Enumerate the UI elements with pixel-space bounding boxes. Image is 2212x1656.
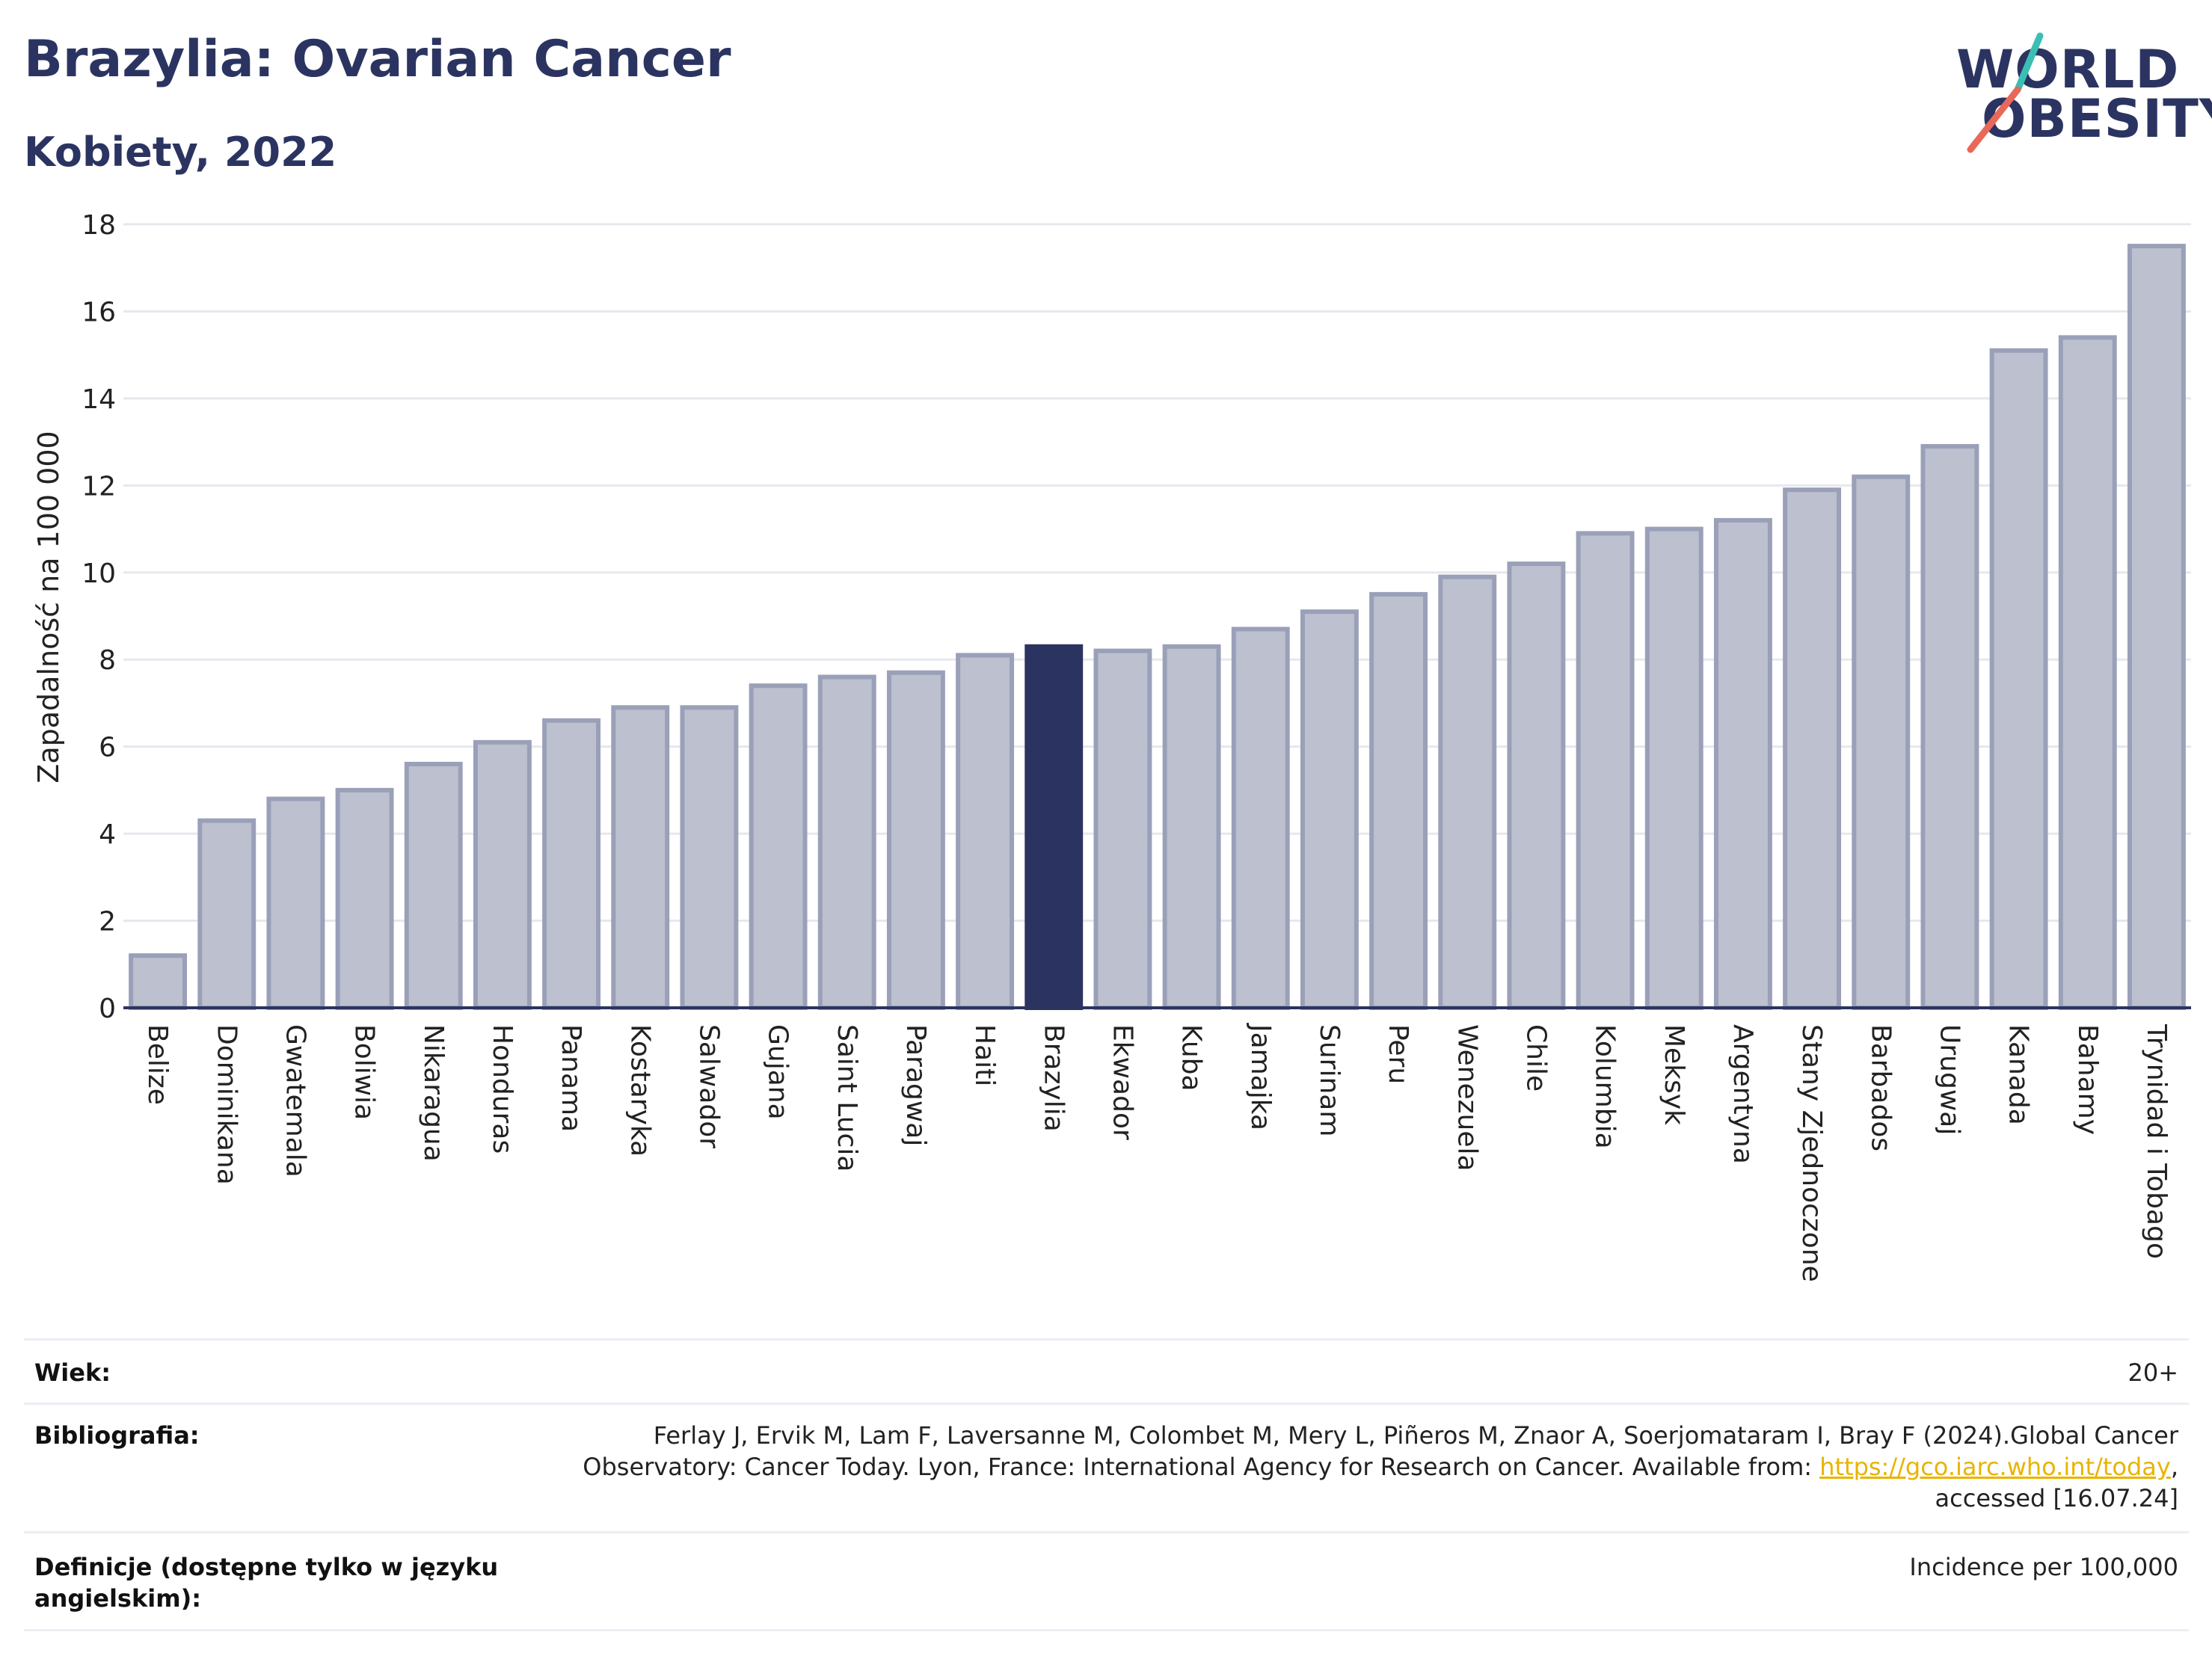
x-tick-label: Meksyk [1659, 1024, 1689, 1125]
bars [129, 244, 2186, 1011]
page-subtitle: Kobiety, 2022 [24, 129, 337, 176]
bar-belize [129, 953, 188, 1010]
bar-salwador [680, 705, 739, 1010]
y-tick-label: 10 [82, 558, 116, 589]
bar-barbados [1852, 474, 1911, 1010]
bar-stany-zjednoczone [1783, 487, 1842, 1010]
definitions-label-line-1: Definicje (dostępne tylko w języku [34, 1553, 499, 1581]
y-tick-label: 12 [82, 471, 116, 502]
page-title: Brazylia: Ovarian Cancer [24, 30, 731, 89]
x-tick-label: Ekwador [1107, 1024, 1137, 1140]
bar-boliwia [335, 787, 394, 1011]
definitions-label-line-2: angielskim): [34, 1584, 201, 1613]
info-row-bibliography: Bibliografia: Ferlay J, Ervik M, Lam F, … [24, 1403, 2189, 1533]
x-tick-label: Kuba [1176, 1024, 1207, 1092]
x-tick-label: Kostaryka [624, 1024, 655, 1157]
x-tick-label: Haiti [969, 1024, 1000, 1086]
x-tick-label: Wenezuela [1451, 1024, 1482, 1172]
y-tick-label: 8 [99, 645, 116, 676]
y-tick-label: 18 [82, 210, 116, 241]
bar-meksyk [1644, 526, 1703, 1010]
bar-gujana [749, 683, 808, 1011]
bar-kolumbia [1576, 531, 1635, 1010]
bar-brazylia [1024, 644, 1084, 1010]
x-tick-label: Jamajka [1245, 1023, 1276, 1130]
bar-gwatemala [266, 796, 325, 1010]
x-tick-label: Chile [1520, 1024, 1551, 1092]
bar-argentyna [1713, 517, 1772, 1010]
bar-kuba [1162, 644, 1221, 1010]
info-row-definitions: Definicje (dostępne tylko w języku angie… [24, 1531, 2189, 1631]
logo-slash-icon [1967, 32, 2044, 153]
bar-kanada [1989, 348, 2048, 1011]
x-tick-label: Gwatemala [280, 1024, 310, 1178]
y-tick-label: 16 [82, 297, 116, 327]
x-tick-label: Belize [142, 1024, 173, 1105]
bar-ekwador [1093, 648, 1152, 1010]
logo-word-world: WORLD [1956, 39, 2180, 100]
x-tick-label: Surinam [1314, 1024, 1345, 1136]
y-tick-labels: 0 2 4 6 8 10 12 14 16 18 [82, 210, 116, 1024]
bibliography-line-2-end: , [2170, 1453, 2178, 1481]
x-tick-labels: Belize Dominikana Gwatemala Boliwia Nikaragu… [142, 1023, 2172, 1282]
x-tick-label: Panama [556, 1024, 586, 1132]
bar-surinam [1300, 609, 1359, 1010]
x-tick-label: Urugwaj [1934, 1024, 1964, 1135]
x-tick-label: Honduras [487, 1024, 517, 1154]
x-tick-label: Paragwaj [900, 1024, 931, 1146]
bar-nikaragua [404, 761, 463, 1010]
x-tick-label: Nikaragua [418, 1024, 449, 1162]
x-tick-label: Stany Zjednoczone [1796, 1024, 1827, 1282]
bar-wenezuela [1438, 574, 1497, 1010]
bar-chart: 0 2 4 6 8 10 12 14 16 18 Belize Dominikana Gwatemal… [32, 210, 2191, 1282]
bibliography-line-3: accessed [16.07.24] [1935, 1484, 2178, 1512]
x-tick-label: Kolumbia [1590, 1024, 1620, 1149]
x-tick-label: Dominikana [211, 1024, 242, 1185]
x-tick-label: Saint Lucia [832, 1024, 862, 1172]
bar-kostaryka [611, 705, 670, 1010]
x-tick-label: Brazylia [1038, 1024, 1069, 1132]
bar-jamajka [1231, 627, 1290, 1010]
bar-dominikana [197, 818, 256, 1010]
y-axis-label: Zapadalność na 100 000 [32, 431, 65, 783]
bar-haiti [956, 653, 1015, 1011]
age-label: Wiek: [34, 1358, 111, 1387]
x-tick-label: Bahamy [2072, 1024, 2103, 1135]
bibliography-label: Bibliografia: [34, 1421, 200, 1450]
bar-honduras [473, 739, 532, 1010]
bibliography-line-2-text: Observatory: Cancer Today. Lyon, France:… [583, 1453, 1820, 1481]
y-tick-label: 6 [99, 733, 116, 763]
x-tick-label: Boliwia [349, 1024, 380, 1120]
bar-paragwaj [886, 670, 945, 1010]
world-obesity-logo: WORLD OBESITY [1952, 30, 2212, 157]
x-tick-label: Peru [1383, 1024, 1413, 1084]
bar-trynidad-i-tobago [2127, 244, 2186, 1011]
bar-peru [1369, 591, 1428, 1010]
y-tick-label: 0 [99, 994, 116, 1024]
x-tick-label: Trynidad i Tobago [2141, 1024, 2172, 1259]
bar-urugwaj [1920, 443, 1979, 1010]
logo-word-obesity: OBESITY [1982, 88, 2212, 150]
bibliography-text: Ferlay J, Ervik M, Lam F, Laversanne M, … [583, 1420, 2178, 1514]
grid-lines [123, 223, 2191, 923]
bibliography-line-2: Observatory: Cancer Today. Lyon, France:… [583, 1451, 2178, 1483]
definitions-label: Definicje (dostępne tylko w języku angie… [34, 1551, 498, 1614]
x-tick-label: Salwador [693, 1024, 724, 1148]
source-link[interactable]: https://gco.iarc.who.int/today [1819, 1453, 2171, 1481]
x-tick-label: Argentyna [1727, 1024, 1758, 1164]
age-value: 20+ [2127, 1358, 2178, 1387]
x-tick-label: Gujana [763, 1024, 793, 1120]
bar-chile [1507, 561, 1566, 1010]
bar-bahamy [2058, 335, 2117, 1010]
bar-saint-lucia [817, 674, 876, 1010]
x-tick-label: Barbados [1865, 1024, 1896, 1151]
y-tick-label: 4 [99, 819, 116, 850]
bibliography-line-1: Ferlay J, Ervik M, Lam F, Laversanne M, … [653, 1421, 2178, 1450]
x-tick-label: Kanada [2003, 1024, 2034, 1125]
y-tick-label: 14 [82, 384, 116, 415]
bar-panama [542, 718, 601, 1010]
definitions-value: Incidence per 100,000 [1909, 1553, 2178, 1581]
info-row-age: Wiek: 20+ [24, 1338, 2189, 1405]
y-tick-label: 2 [99, 907, 116, 938]
